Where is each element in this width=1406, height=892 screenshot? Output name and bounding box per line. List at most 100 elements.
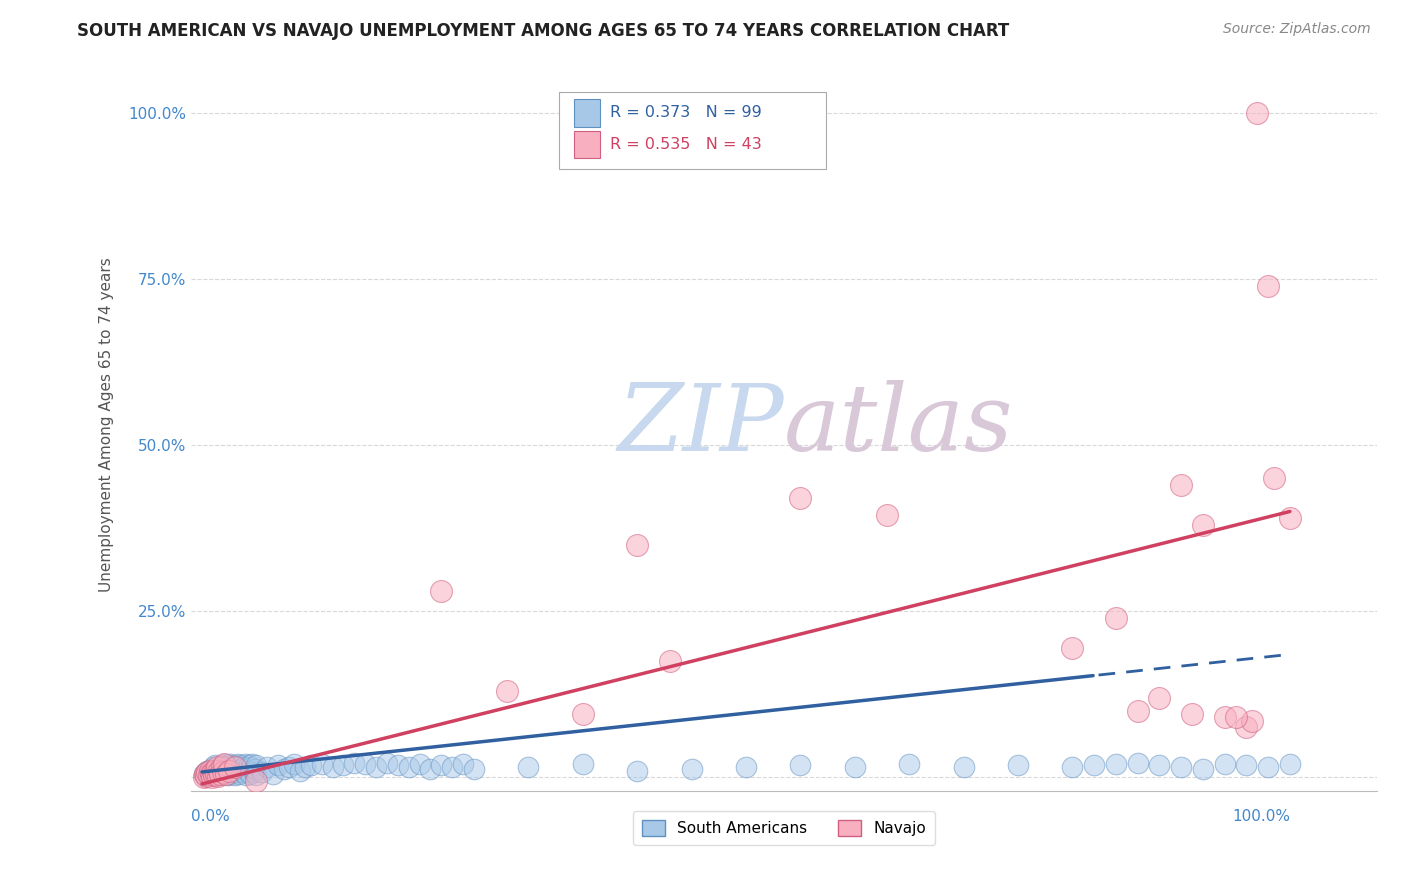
Text: SOUTH AMERICAN VS NAVAJO UNEMPLOYMENT AMONG AGES 65 TO 74 YEARS CORRELATION CHAR: SOUTH AMERICAN VS NAVAJO UNEMPLOYMENT AM… bbox=[77, 22, 1010, 40]
Text: R = 0.535   N = 43: R = 0.535 N = 43 bbox=[610, 136, 762, 152]
Point bbox=[1062, 760, 1084, 774]
Point bbox=[844, 760, 866, 774]
Point bbox=[197, 769, 219, 783]
Point bbox=[205, 768, 228, 782]
Point bbox=[215, 760, 238, 774]
Point bbox=[208, 762, 231, 776]
Point bbox=[1105, 611, 1128, 625]
Point bbox=[219, 756, 242, 771]
Point bbox=[1149, 690, 1171, 705]
Point bbox=[343, 756, 366, 770]
Point bbox=[245, 762, 267, 776]
Point bbox=[225, 764, 247, 779]
Point bbox=[222, 758, 245, 772]
Point bbox=[658, 654, 681, 668]
Point bbox=[197, 767, 219, 781]
Point bbox=[218, 764, 240, 778]
Point bbox=[1234, 758, 1257, 772]
Point bbox=[217, 768, 239, 782]
Point bbox=[256, 760, 278, 774]
Point bbox=[231, 758, 253, 772]
Point bbox=[1257, 760, 1279, 774]
Point bbox=[408, 756, 430, 771]
Point bbox=[299, 758, 322, 772]
Point bbox=[681, 762, 703, 776]
Point bbox=[430, 584, 453, 599]
Point bbox=[1213, 710, 1236, 724]
Point bbox=[250, 764, 273, 779]
Point bbox=[193, 770, 215, 784]
Point bbox=[209, 767, 232, 781]
Point bbox=[198, 764, 221, 778]
Point bbox=[201, 760, 224, 774]
Point bbox=[789, 491, 811, 506]
Point bbox=[1083, 758, 1105, 772]
Point bbox=[245, 768, 267, 782]
Point bbox=[202, 768, 225, 782]
Point bbox=[228, 767, 250, 781]
Point bbox=[898, 756, 921, 771]
Point bbox=[1263, 471, 1285, 485]
Point bbox=[364, 760, 387, 774]
Point bbox=[1234, 721, 1257, 735]
Point bbox=[218, 762, 240, 776]
Point bbox=[209, 768, 232, 782]
Point bbox=[322, 760, 344, 774]
Point bbox=[224, 760, 246, 774]
Text: atlas: atlas bbox=[785, 380, 1014, 470]
Point bbox=[245, 773, 267, 788]
Point bbox=[212, 756, 235, 771]
FancyBboxPatch shape bbox=[558, 93, 825, 169]
Point bbox=[201, 762, 224, 776]
Point bbox=[229, 762, 252, 776]
Point bbox=[354, 756, 377, 771]
Text: 0.0%: 0.0% bbox=[191, 809, 229, 824]
Point bbox=[311, 756, 333, 771]
Point bbox=[195, 769, 218, 783]
Point bbox=[294, 760, 316, 774]
FancyBboxPatch shape bbox=[574, 130, 600, 158]
Point bbox=[215, 767, 238, 781]
Point bbox=[1062, 640, 1084, 655]
Point bbox=[211, 764, 233, 779]
Point bbox=[398, 760, 420, 774]
Point bbox=[267, 758, 290, 772]
Point bbox=[239, 767, 262, 781]
Point bbox=[204, 767, 226, 781]
Point bbox=[207, 769, 229, 783]
Point bbox=[789, 758, 811, 772]
Point bbox=[226, 756, 249, 771]
Point bbox=[387, 758, 409, 772]
Point bbox=[1149, 758, 1171, 772]
Point bbox=[193, 767, 215, 781]
Point bbox=[204, 764, 226, 778]
Point bbox=[215, 764, 238, 779]
Point bbox=[1105, 756, 1128, 771]
Point bbox=[375, 756, 398, 770]
Point bbox=[243, 764, 266, 779]
Point bbox=[232, 764, 254, 779]
Point bbox=[200, 767, 222, 781]
Point bbox=[1007, 758, 1029, 772]
Point bbox=[235, 756, 257, 771]
Text: Source: ZipAtlas.com: Source: ZipAtlas.com bbox=[1223, 22, 1371, 37]
Point bbox=[1170, 478, 1192, 492]
Point bbox=[204, 758, 226, 772]
Point bbox=[239, 760, 262, 774]
Point bbox=[194, 767, 217, 781]
Point bbox=[1257, 278, 1279, 293]
Point bbox=[1192, 517, 1215, 532]
Point bbox=[221, 764, 243, 778]
FancyBboxPatch shape bbox=[574, 99, 600, 127]
Point bbox=[201, 764, 224, 779]
Text: ZIP: ZIP bbox=[617, 380, 785, 470]
Point bbox=[245, 758, 267, 772]
Point bbox=[238, 758, 260, 772]
Point bbox=[952, 760, 974, 774]
Point bbox=[205, 760, 228, 774]
Point bbox=[236, 764, 259, 778]
Point bbox=[221, 767, 243, 781]
Point bbox=[1246, 105, 1268, 120]
Point bbox=[1170, 760, 1192, 774]
Point bbox=[205, 764, 228, 778]
